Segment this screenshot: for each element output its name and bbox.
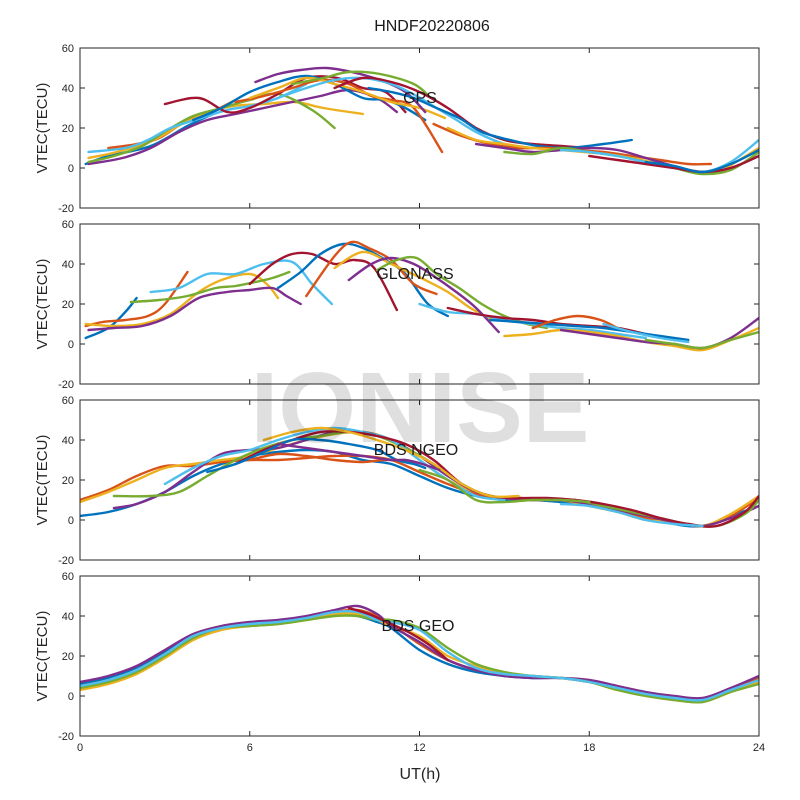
y-tick-label: 40 (62, 435, 74, 447)
series-line (80, 609, 759, 702)
y-tick-label: 60 (62, 43, 74, 55)
y-tick-label: 40 (62, 611, 74, 623)
series-line (347, 606, 449, 662)
series-line (276, 442, 441, 472)
panel-label: GLONASS (376, 266, 453, 283)
series-group (80, 604, 759, 704)
series-line (254, 66, 427, 114)
series-line (305, 240, 438, 298)
panel-label: GPS (403, 90, 437, 107)
x-axis-label: UT(h) (400, 766, 441, 783)
y-tick-label: 60 (62, 219, 74, 231)
series-line (276, 242, 449, 318)
series-group (84, 240, 759, 352)
y-tick-label: 0 (68, 163, 74, 175)
y-tick-label: 60 (62, 395, 74, 407)
y-axis-label: VTEC(TECU) (34, 435, 51, 526)
series-line (87, 88, 399, 166)
y-tick-label: 20 (62, 475, 74, 487)
y-tick-label: -20 (58, 203, 74, 215)
series-line (276, 76, 534, 150)
series-line (206, 437, 427, 474)
plot-area (80, 400, 759, 560)
y-axis-label: VTEC(TECU) (34, 611, 51, 702)
series-line (248, 251, 399, 312)
series-line (80, 454, 759, 528)
series-line (531, 314, 619, 330)
x-tick-label: 24 (753, 742, 765, 754)
x-tick-label: 6 (247, 742, 253, 754)
series-line (84, 270, 189, 328)
y-tick-label: 20 (62, 299, 74, 311)
y-tick-label: 20 (62, 123, 74, 135)
y-tick-label: 60 (62, 571, 74, 583)
series-line (489, 318, 690, 342)
series-line (418, 468, 591, 504)
series-line (87, 82, 308, 154)
y-tick-label: 0 (68, 515, 74, 527)
series-line (234, 78, 444, 154)
y-tick-label: 40 (62, 83, 74, 95)
y-tick-label: -20 (58, 731, 74, 743)
y-tick-label: 0 (68, 339, 74, 351)
plot-area (80, 48, 759, 208)
series-line (644, 148, 759, 174)
y-tick-label: 0 (68, 691, 74, 703)
x-tick-label: 12 (413, 742, 425, 754)
series-line (333, 250, 495, 322)
y-tick-label: 20 (62, 651, 74, 663)
series-line (347, 256, 500, 334)
figure-title: HNDF20220806 (374, 18, 490, 35)
series-line (87, 286, 302, 332)
series-line (644, 330, 759, 350)
x-tick-label: 0 (77, 742, 83, 754)
series-line (559, 502, 704, 528)
series-group (80, 426, 759, 528)
series-line (291, 70, 432, 100)
x-tick-label: 18 (583, 742, 595, 754)
y-axis-label: VTEC(TECU) (34, 259, 51, 350)
panel-label: BDS GEO (382, 618, 455, 635)
y-tick-label: 40 (62, 259, 74, 271)
series-line (602, 322, 690, 344)
series-line (87, 92, 336, 164)
series-line (129, 270, 291, 304)
y-axis-label: VTEC(TECU) (34, 83, 51, 174)
series-group (84, 66, 759, 176)
series-line (149, 259, 333, 306)
series-line (80, 604, 759, 700)
series-line (80, 614, 759, 704)
series-line (367, 86, 633, 150)
y-tick-label: -20 (58, 555, 74, 567)
series-line (248, 76, 447, 120)
plot-area (80, 576, 759, 736)
series-line (588, 154, 759, 174)
panel-glonass: -20 0 20 40 60 VTEC(TECU) GLONASS (34, 219, 760, 391)
y-tick-label: -20 (58, 379, 74, 391)
panel-label: BDS NGEO (374, 442, 458, 459)
panel-bds-ngeo: -20 0 20 40 60 VTEC(TECU) BDS NGEO (34, 395, 760, 567)
panel-gps: -20 0 20 40 60 VTEC(TECU) GPS (34, 43, 760, 215)
watermark-text: IONISE (251, 352, 590, 464)
series-line (262, 426, 520, 499)
